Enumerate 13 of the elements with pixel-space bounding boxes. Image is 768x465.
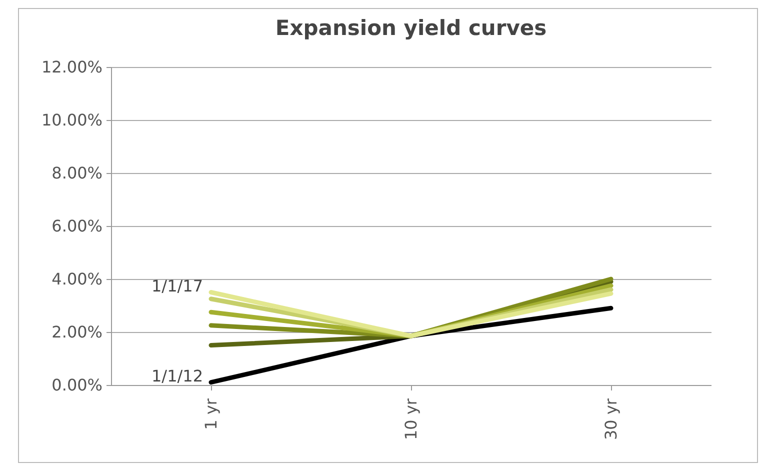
y-tick-label: 4.00%: [52, 270, 102, 288]
y-tick-label: 12.00%: [41, 58, 102, 76]
y-tick-label: 0.00%: [52, 376, 102, 394]
series-label: 1/1/17: [152, 276, 203, 296]
x-tick-label: 30 yr: [602, 398, 620, 440]
chart-title: Expansion yield curves: [275, 16, 547, 40]
y-tick-label: 2.00%: [52, 322, 102, 342]
x-tick-label: 1 yr: [202, 398, 220, 430]
y-tick-label: 6.00%: [52, 216, 102, 236]
y-tick-label: 8.00%: [52, 164, 102, 182]
x-tick-label: 10 yr: [402, 398, 420, 440]
series-label: 1/1/12: [152, 366, 203, 386]
y-tick-label: 10.00%: [41, 110, 102, 130]
